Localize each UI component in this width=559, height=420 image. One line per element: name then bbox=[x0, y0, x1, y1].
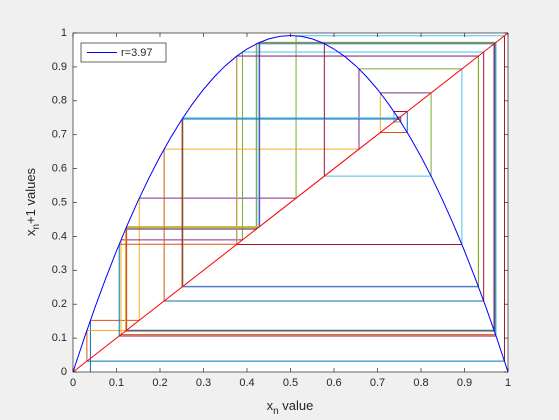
x-tick-label: 1 bbox=[505, 377, 511, 389]
y-tick-label: 0.3 bbox=[52, 264, 67, 276]
y-label-base: x bbox=[23, 229, 38, 236]
x-tick-label: 0 bbox=[70, 377, 76, 389]
y-tick-label: 0 bbox=[61, 366, 67, 378]
marks bbox=[72, 32, 509, 373]
diagonal-line bbox=[72, 32, 509, 373]
y-label-sub: n bbox=[31, 224, 42, 230]
y-label-after: +1 values bbox=[23, 167, 38, 224]
x-axis-label: xn value bbox=[267, 398, 314, 416]
x-tick-label: 0.5 bbox=[283, 377, 298, 389]
y-tick-label: 0.4 bbox=[52, 230, 67, 242]
y-axis-label: xn+1 values bbox=[23, 167, 41, 236]
x-tick-label: 0.6 bbox=[326, 377, 341, 389]
y-tick-label: 1 bbox=[61, 27, 67, 39]
y-tick-label: 0.1 bbox=[52, 332, 67, 344]
y-tick-label: 0.2 bbox=[52, 298, 67, 310]
x-tick-label: 0.7 bbox=[370, 377, 385, 389]
x-label-after: value bbox=[279, 398, 314, 413]
x-tick-label: 0.8 bbox=[413, 377, 428, 389]
y-tick-label: 0.5 bbox=[52, 196, 67, 208]
x-label-base: x bbox=[267, 398, 274, 413]
x-tick-label: 0.2 bbox=[152, 377, 167, 389]
y-tick-label: 0.7 bbox=[52, 129, 67, 141]
x-tick-label: 0.9 bbox=[457, 377, 472, 389]
x-label-sub: n bbox=[273, 406, 279, 417]
y-tick-label: 0.8 bbox=[52, 95, 67, 107]
y-tick-label: 0.6 bbox=[52, 163, 67, 175]
legend-box bbox=[80, 42, 167, 63]
y-tick-label: 0.9 bbox=[52, 61, 67, 73]
x-tick-label: 0.4 bbox=[239, 377, 254, 389]
legend-label: r=3.97 bbox=[121, 47, 153, 59]
x-tick-label: 0.3 bbox=[196, 377, 211, 389]
x-tick-label: 0.1 bbox=[109, 377, 124, 389]
